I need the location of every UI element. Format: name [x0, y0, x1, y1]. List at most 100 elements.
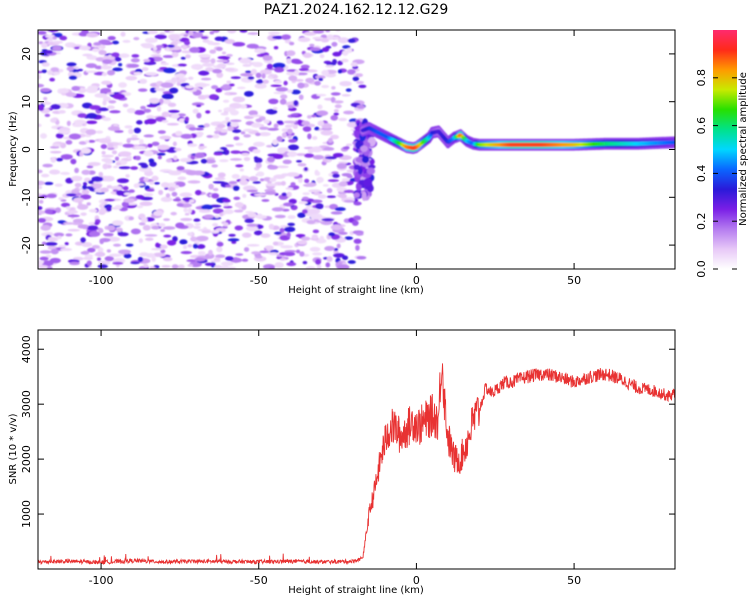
spectrogram-cell — [247, 212, 257, 218]
spectrogram-cell — [168, 109, 180, 113]
spectrogram-cell — [128, 189, 135, 193]
spectrogram-cell — [303, 167, 309, 172]
spectrogram-cell — [273, 123, 279, 129]
spectrogram-cell — [40, 88, 51, 93]
spectrogram-cell — [137, 88, 148, 92]
spectrogram-cell — [293, 100, 299, 106]
spectrogram-cell — [41, 42, 48, 49]
spectrogram-cell — [55, 133, 64, 139]
spectrogram-cell — [287, 215, 296, 220]
spectrogram-cell — [223, 222, 229, 227]
spectrogram-cell — [289, 41, 295, 46]
spectrogram-cell — [88, 231, 101, 237]
spectrogram-cell — [280, 245, 293, 249]
spectrogram-cell — [154, 88, 166, 92]
spectrogram-cell — [104, 256, 114, 262]
spectrogram-cell — [195, 127, 204, 131]
spectrogram-cell — [302, 126, 312, 132]
spectrogram-cell — [107, 236, 121, 242]
spectrogram-cell — [81, 242, 93, 248]
spectrogram-cell — [326, 188, 333, 194]
spectrogram-cell — [363, 177, 373, 187]
spectrogram-cell — [133, 127, 142, 134]
spectrogram-cell — [341, 93, 351, 97]
spectrogram-cell — [157, 155, 162, 160]
spectrogram-cell — [217, 172, 226, 178]
spectrogram-cell — [173, 155, 178, 161]
spectrogram-cell — [214, 36, 224, 42]
spectrogram-cell — [93, 42, 102, 46]
spectrogram-cell — [185, 54, 191, 59]
spectrogram-cell — [121, 201, 130, 208]
spectrogram-cell — [47, 236, 57, 242]
spectrogram-cell — [187, 244, 193, 248]
spectrogram-cell — [186, 259, 197, 263]
spectrogram-cell — [188, 76, 194, 80]
spectrogram-cell — [216, 72, 224, 78]
spectrogram-cell — [212, 30, 220, 33]
spectrogram-cell — [201, 35, 209, 40]
spectrogram-cell — [313, 30, 325, 34]
spectrogram-cell — [98, 228, 104, 234]
spectrogram-cell — [151, 175, 159, 182]
spectrogram-cell — [211, 85, 219, 90]
spectrogram-cell — [147, 143, 153, 148]
snr-frame — [37, 329, 676, 570]
spectrogram-cell — [180, 251, 193, 255]
spectrogram-cell — [225, 62, 235, 66]
spectrogram-cell — [167, 44, 175, 48]
spectrogram-cell — [311, 135, 318, 140]
spectrogram-cell — [131, 134, 138, 139]
spectrogram-cell — [71, 85, 81, 91]
spectrogram-cell — [174, 185, 180, 189]
spectrogram-cell — [187, 232, 194, 236]
spectrogram-cell — [286, 151, 298, 157]
spectrogram-cell — [95, 130, 104, 134]
spectrogram-cell — [281, 192, 287, 197]
spectrogram-cells — [38, 30, 675, 269]
spectrogram-cell — [332, 59, 337, 65]
spectrogram-xtick-label: -100 — [89, 274, 114, 287]
spectrogram-cell — [331, 86, 336, 90]
spectrogram-cell — [301, 196, 310, 201]
spectrogram-cell — [197, 250, 206, 256]
spectrogram-cell — [204, 159, 216, 164]
spectrogram-cell — [196, 112, 202, 119]
spectrogram-cell — [169, 87, 179, 94]
spectrogram-cell — [151, 247, 164, 251]
spectrogram-cell — [295, 233, 306, 238]
spectrogram-cell — [96, 257, 102, 261]
spectrogram-cell — [261, 73, 266, 79]
spectrogram-cell — [97, 264, 109, 269]
spectrogram-cell — [52, 45, 62, 52]
spectrogram-cell — [39, 250, 52, 254]
spectrogram-cell — [95, 251, 106, 257]
spectrogram-cell — [218, 109, 223, 113]
spectrogram-cell — [250, 68, 258, 75]
spectrogram-cell — [243, 134, 251, 138]
spectrogram-cell — [102, 56, 116, 60]
spectrogram-cell — [346, 47, 353, 54]
spectrogram-cell — [201, 230, 212, 234]
spectrogram-cell — [315, 75, 326, 79]
spectrogram-cell — [131, 54, 140, 58]
spectrogram-cell — [228, 233, 236, 237]
spectrogram-cell — [138, 238, 143, 244]
spectrogram-cell — [71, 175, 83, 182]
spectrogram-cell — [251, 110, 258, 116]
spectrogram-cell — [63, 222, 76, 225]
spectrogram-cell — [43, 97, 48, 101]
spectrogram-cell — [128, 216, 134, 221]
spectrogram-xtick-label: 50 — [567, 274, 581, 287]
spectrogram-cell — [229, 102, 242, 109]
spectrogram-cell — [211, 134, 220, 139]
colorbar-label: Normalized spectral amplitude — [738, 72, 749, 226]
spectrogram-cell — [52, 40, 63, 44]
spectrogram-cell — [219, 159, 229, 163]
spectrogram-cell — [292, 124, 298, 129]
spectrogram-xtick-label: 0 — [413, 274, 420, 287]
spectrogram-cell — [162, 99, 172, 105]
spectrogram-cell — [125, 174, 130, 178]
spectrogram-cell — [41, 241, 47, 246]
spectrogram-cell — [134, 109, 146, 115]
